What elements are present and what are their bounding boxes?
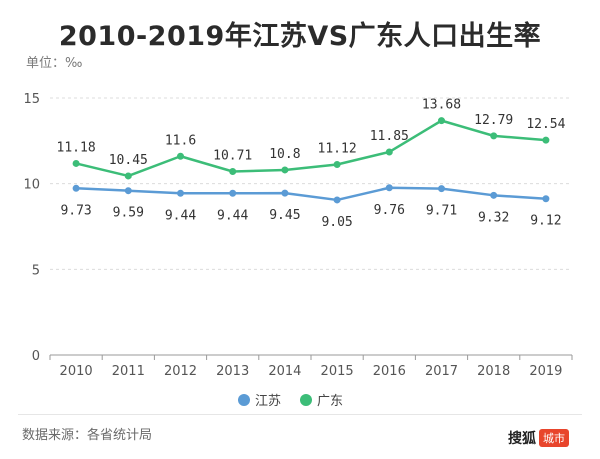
data-point	[333, 160, 341, 168]
data-label: 11.12	[318, 141, 357, 156]
data-label: 12.54	[526, 117, 565, 132]
x-tick-label: 2017	[425, 364, 458, 379]
x-tick-label: 2013	[216, 364, 249, 379]
legend-label: 广东	[317, 394, 343, 409]
data-label: 13.68	[422, 98, 461, 113]
x-tick-label: 2014	[268, 364, 301, 379]
series-line-1	[75, 119, 547, 178]
data-point	[438, 117, 445, 125]
x-tick-label: 2011	[112, 364, 145, 379]
data-label: 9.76	[374, 203, 405, 218]
data-label: 9.05	[321, 215, 352, 230]
data-point	[229, 189, 237, 197]
data-source: 数据来源：各省统计局	[22, 428, 153, 443]
unit-label: 单位：‰	[26, 56, 83, 71]
data-point	[124, 172, 132, 180]
x-tick-label: 2015	[321, 364, 354, 379]
data-label: 9.71	[426, 204, 457, 219]
data-label: 10.8	[269, 147, 300, 162]
data-point	[385, 148, 393, 156]
x-tick-label: 2012	[164, 364, 197, 379]
data-label: 9.12	[530, 214, 561, 229]
y-tick-label: 10	[23, 178, 40, 193]
data-point	[490, 191, 498, 199]
data-point	[333, 196, 341, 204]
y-tick-label: 5	[32, 263, 40, 278]
legend-marker-0	[238, 394, 250, 406]
footer-divider	[18, 414, 582, 415]
legend-label: 江苏	[255, 393, 281, 409]
data-point	[281, 166, 289, 174]
data-label: 9.73	[60, 203, 91, 218]
x-tick-label: 2016	[373, 364, 406, 379]
x-tick-label: 2019	[529, 364, 562, 379]
data-point	[490, 132, 498, 140]
data-label: 10.45	[109, 153, 148, 168]
data-label: 11.6	[165, 133, 196, 148]
data-point	[177, 152, 184, 160]
brand-badge: 城市	[539, 429, 569, 447]
data-point	[281, 189, 289, 197]
data-point	[542, 195, 550, 203]
data-point	[542, 136, 550, 144]
data-point	[72, 184, 80, 192]
data-label: 9.32	[478, 210, 509, 225]
y-tick-label: 0	[32, 349, 40, 364]
data-point	[124, 187, 132, 195]
brand-name: 搜狐	[508, 431, 536, 447]
series-line-0	[76, 186, 546, 202]
y-tick-label: 15	[23, 92, 40, 107]
data-point	[72, 159, 80, 167]
legend-marker-1	[300, 394, 312, 406]
data-label: 9.45	[269, 208, 300, 223]
data-label: 9.44	[165, 208, 196, 223]
data-label: 9.44	[217, 208, 248, 223]
data-point	[177, 189, 184, 197]
data-label: 9.59	[113, 206, 144, 221]
data-point	[385, 184, 393, 192]
data-label: 11.18	[57, 140, 96, 155]
data-label: 10.71	[213, 149, 252, 164]
data-label: 11.85	[370, 129, 409, 144]
brand-logo: 搜狐 城市	[508, 428, 569, 448]
x-tick-label: 2018	[477, 364, 510, 379]
chart-title: 2010-2019年江苏VS广东人口出生率	[58, 21, 542, 52]
data-point	[438, 185, 445, 193]
data-label: 12.79	[474, 113, 513, 128]
data-point	[229, 168, 237, 176]
x-tick-label: 2010	[60, 364, 93, 379]
